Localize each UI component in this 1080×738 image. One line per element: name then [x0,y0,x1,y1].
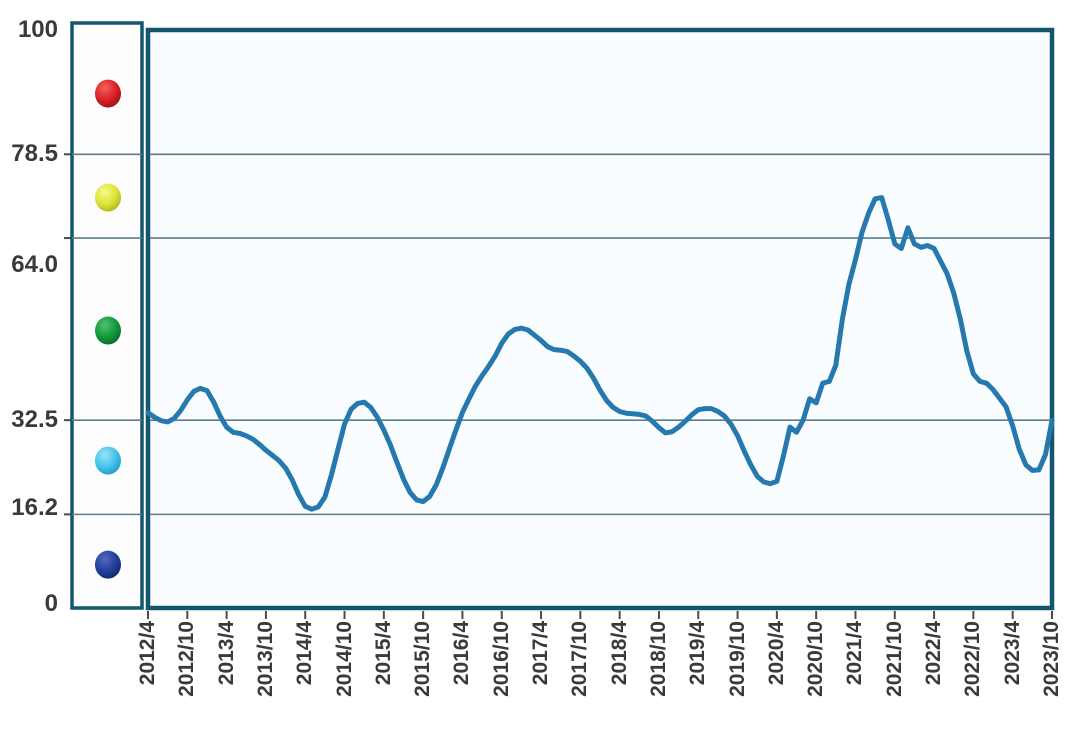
x-tick-label: 2012/10 [175,621,199,697]
x-tick-label: 2021/4 [843,621,867,686]
zone-dot-yellow [95,183,121,212]
x-tick-label: 2018/10 [646,621,670,697]
y-tick-label: 64.0 [11,251,58,279]
plot-frame [145,27,1055,611]
x-tick-label: 2022/4 [922,621,946,686]
x-tick-label: 2022/10 [961,621,985,697]
index-line [145,195,1055,512]
x-tick-label: 2017/4 [529,621,553,686]
x-tick-label: 2018/4 [607,621,631,686]
x-tick-label: 2014/10 [332,621,356,697]
x-tick-label: 2019/4 [686,621,710,686]
x-tick-label: 2016/4 [450,621,474,686]
y-tick-label: 0 [44,590,58,617]
x-tick-label: 2016/10 [489,621,513,697]
x-tick-label: 2013/4 [214,621,238,686]
zone-dot-cyan [95,446,121,475]
y-tick-label: 32.5 [11,406,58,434]
x-tick-label: 2014/4 [293,621,317,686]
x-tick-label: 2020/4 [764,621,788,686]
y-tick-label: 78.5 [11,140,58,168]
y-tick-label: 100 [17,16,58,43]
x-tick-label: 2023/10 [1040,621,1063,697]
x-tick-label: 2023/4 [1000,621,1024,686]
x-tick-label: 2015/10 [411,621,435,697]
x-tick-label: 2017/10 [568,621,592,697]
zone-dot-green [95,316,121,345]
x-tick-label: 2021/10 [882,621,906,697]
zone-dot-red [95,79,121,108]
x-tick-label: 2012/4 [136,621,159,686]
zone-dot-navy [95,550,121,579]
zone-legend-box [70,21,144,610]
y-tick-label: 16.2 [11,494,58,522]
x-tick-label: 2013/10 [253,621,277,697]
x-tick-label: 2015/4 [371,621,395,686]
x-tick-label: 2020/10 [804,621,828,697]
x-tick-label: 2019/10 [725,621,749,697]
